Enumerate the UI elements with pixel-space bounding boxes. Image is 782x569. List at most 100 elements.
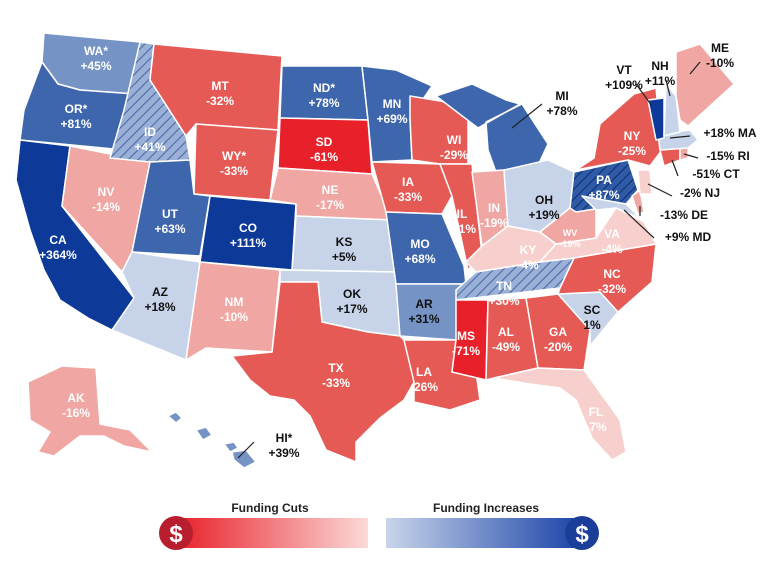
nj-leader xyxy=(647,183,673,197)
legend: Funding Cuts Funding Increases $ $ xyxy=(159,501,599,550)
state-value-ga: -20% xyxy=(544,340,572,354)
state-nc xyxy=(557,243,657,313)
state-abbr-sd: SD xyxy=(316,135,333,149)
state-abbr-ms: MS xyxy=(457,329,475,343)
state-abbr-hi: HI* xyxy=(276,431,293,445)
state-de xyxy=(631,189,645,215)
state-label-ri: -15% RI xyxy=(706,149,749,163)
state-value-ca: +364% xyxy=(39,248,77,262)
state-abbr-ak: AK xyxy=(67,391,85,405)
state-value-wv: -19% xyxy=(559,239,580,249)
dollar-coin-blue-symbol: $ xyxy=(575,521,589,548)
state-abbr-wy: WY* xyxy=(222,149,246,163)
state-ct xyxy=(659,147,681,167)
state-abbr-tx: TX xyxy=(328,361,343,375)
state-abbr-fl: FL xyxy=(589,405,604,419)
state-value-mo: +68% xyxy=(404,252,435,266)
state-value-wy: -33% xyxy=(220,164,248,178)
state-value-nm: -10% xyxy=(220,310,248,324)
state-value-mt: -32% xyxy=(206,94,234,108)
state-value-ok: +17% xyxy=(336,302,367,316)
state-value-ak: -16% xyxy=(62,406,90,420)
state-abbr-ny: NY xyxy=(624,129,641,143)
state-abbr-ca: CA xyxy=(49,233,67,247)
state-value-id: +41% xyxy=(134,140,165,154)
state-nj xyxy=(637,169,653,195)
state-value-va: -4% xyxy=(601,242,623,256)
mi-leader xyxy=(511,103,543,129)
state-abbr-tn: TN xyxy=(496,279,512,293)
state-hi xyxy=(167,411,257,469)
state-abbr-mi: MI xyxy=(555,89,568,103)
ct-leader xyxy=(671,159,679,177)
state-value-nh: +11% xyxy=(645,74,676,88)
ma-leader xyxy=(669,135,691,139)
state-label-nj: -2% NJ xyxy=(680,186,720,200)
md-leader xyxy=(623,209,655,239)
state-value-wa: +45% xyxy=(80,59,111,73)
state-abbr-vt: VT xyxy=(616,63,632,77)
state-abbr-nc: NC xyxy=(603,267,621,281)
state-abbr-pa: PA xyxy=(596,173,612,187)
state-abbr-nv: NV xyxy=(98,185,115,199)
state-abbr-ks: KS xyxy=(336,235,353,249)
state-value-il: -21% xyxy=(448,222,476,236)
legend-cuts-label: Funding Cuts xyxy=(231,501,309,515)
state-abbr-nm: NM xyxy=(225,295,244,309)
state-value-mi: +78% xyxy=(546,104,577,118)
state-value-ms: -71% xyxy=(452,344,480,358)
state-value-ia: -33% xyxy=(394,190,422,204)
dollar-coin-red-icon xyxy=(159,516,193,550)
state-abbr-co: CO xyxy=(239,221,257,235)
hi-leader xyxy=(237,441,255,459)
state-abbr-wa: WA* xyxy=(84,44,108,58)
state-abbr-ok: OK xyxy=(343,287,361,301)
state-value-sd: -61% xyxy=(310,150,338,164)
state-abbr-mt: MT xyxy=(211,79,229,93)
state-ms xyxy=(451,299,489,381)
state-abbr-ar: AR xyxy=(415,297,433,311)
state-abbr-mn: MN xyxy=(383,97,402,111)
vt-leader xyxy=(635,83,653,107)
state-abbr-sc: SC xyxy=(584,303,601,317)
state-abbr-il: IL xyxy=(457,207,468,221)
state-value-al: -49% xyxy=(492,340,520,354)
state-abbr-in: IN xyxy=(488,201,500,215)
state-label-ct: -51% CT xyxy=(692,167,740,181)
state-value-ut: +63% xyxy=(154,222,185,236)
state-abbr-wv: WV xyxy=(563,228,578,238)
state-abbr-ia: IA xyxy=(402,175,414,189)
state-value-ky: -4% xyxy=(517,258,539,272)
state-abbr-la: LA xyxy=(416,365,432,379)
state-abbr-va: VA xyxy=(604,227,620,241)
state-value-nc: -32% xyxy=(598,282,626,296)
state-va xyxy=(539,207,657,263)
state-abbr-me: ME xyxy=(711,41,729,55)
state-value-co: +111% xyxy=(230,236,267,250)
state-value-or: +81% xyxy=(60,117,91,131)
state-value-tx: -33% xyxy=(322,376,350,390)
state-ia xyxy=(371,161,453,215)
state-abbr-ut: UT xyxy=(162,207,179,221)
state-mo xyxy=(385,211,467,285)
state-ak xyxy=(27,365,153,457)
state-abbr-nd: ND* xyxy=(313,81,335,95)
nh-leader xyxy=(665,79,671,97)
state-value-nd: +78% xyxy=(308,96,339,110)
state-nm xyxy=(185,261,281,361)
state-value-az: +18% xyxy=(144,300,175,314)
state-value-nv: -14% xyxy=(92,200,120,214)
state-label-md: +9% MD xyxy=(665,230,712,244)
state-value-mn: +69% xyxy=(376,112,407,126)
state-abbr-nh: NH xyxy=(651,59,668,73)
state-value-hi: +39% xyxy=(268,446,299,460)
legend-increases-bar xyxy=(386,518,582,548)
state-abbr-al: AL xyxy=(498,325,514,339)
dollar-coin-red-symbol: $ xyxy=(169,521,183,548)
state-value-ar: +31% xyxy=(408,312,439,326)
state-value-tn: +30% xyxy=(488,294,519,308)
state-label-ma: +18% MA xyxy=(703,126,756,140)
state-abbr-az: AZ xyxy=(152,285,168,299)
legend-cuts-bar xyxy=(176,518,368,548)
